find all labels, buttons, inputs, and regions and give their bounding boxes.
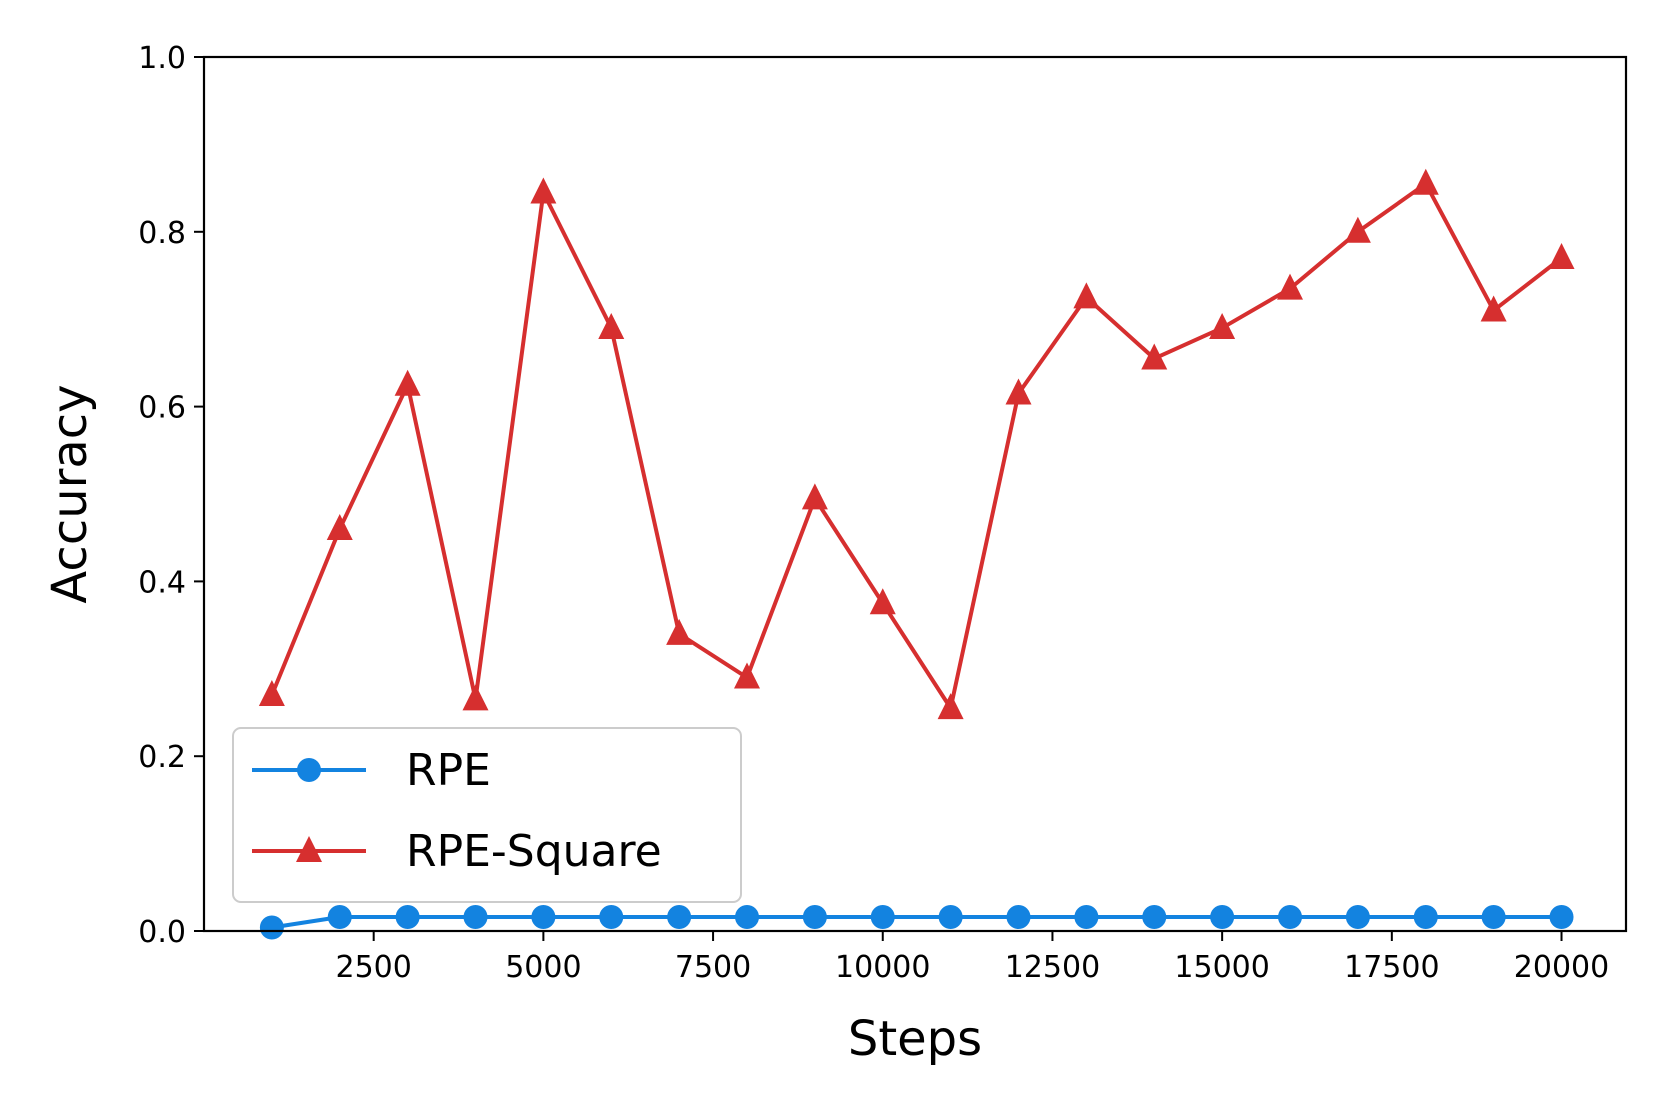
x-axis-ticks: 2500 5000 7500 10000 12500 15000 17500 20000 [336,931,1609,985]
data-point-rpe-square [598,312,625,339]
x-axis-label: Steps [848,1011,982,1067]
x-tick-label: 2500 [336,950,412,985]
legend-label-rpe-square: RPE-Square [406,826,662,877]
y-tick-label: 1.0 [138,41,186,76]
y-tick-label: 0.2 [138,740,186,775]
data-point-rpe-square [801,483,828,510]
data-point-rpe [1549,905,1574,930]
legend-marker-rpe-square [296,836,322,862]
y-tick-label: 0.0 [138,915,186,950]
legend-label-rpe: RPE [406,745,491,796]
data-point-rpe [1142,905,1167,930]
data-point-rpe [1210,905,1235,930]
data-point-rpe-square [462,684,489,711]
data-point-rpe-square [937,693,964,720]
data-point-rpe [1345,905,1370,930]
data-point-rpe-square [869,588,896,615]
data-point-rpe [802,905,827,930]
data-point-rpe-square [1005,378,1032,405]
x-tick-label: 20000 [1514,950,1609,985]
y-axis-ticks: 0.0 0.2 0.4 0.6 0.8 1.0 [138,41,204,950]
y-tick-label: 0.8 [138,216,186,251]
data-point-rpe [938,905,963,930]
data-point-rpe-square [1141,343,1168,370]
data-point-rpe [1006,905,1031,930]
series-line-rpe-square [270,181,1563,711]
data-point-rpe-square [326,513,353,540]
data-point-rpe-square [1277,273,1304,300]
data-point-rpe [395,905,420,930]
data-point-rpe-square [258,680,285,707]
y-axis-label: Accuracy [42,384,98,603]
data-point-rpe-square [530,177,557,204]
data-point-rpe [463,905,488,930]
data-point-rpe-square [394,369,421,396]
series-layer [258,168,1575,940]
data-point-rpe [599,905,624,930]
data-point-rpe [259,915,284,940]
y-tick-label: 0.4 [138,565,186,600]
data-point-rpe [1278,905,1303,930]
data-point-rpe [870,905,895,930]
x-tick-label: 17500 [1344,950,1439,985]
data-point-rpe [1074,905,1099,930]
y-tick-label: 0.6 [138,391,186,426]
x-tick-label: 10000 [835,950,930,985]
data-point-rpe [735,905,760,930]
legend-marker-rpe [297,758,321,782]
x-tick-label: 12500 [1005,950,1100,985]
data-point-rpe-square [1480,295,1507,322]
data-point-rpe [1413,905,1438,930]
data-point-rpe [327,905,352,930]
x-tick-label: 7500 [675,950,751,985]
data-point-rpe-square [734,662,761,689]
data-point-rpe-square [666,618,693,645]
data-point-rpe-square [1073,282,1100,309]
data-point-rpe-square [1209,312,1236,339]
legend: RPE RPE-Square [232,727,742,903]
data-point-rpe [531,905,556,930]
data-point-rpe-square [1548,243,1575,270]
data-point-rpe [667,905,692,930]
x-tick-label: 5000 [505,950,581,985]
plot-frame [202,55,1628,933]
x-tick-label: 15000 [1174,950,1269,985]
data-point-rpe-square [1412,168,1439,195]
data-point-rpe [1481,905,1506,930]
data-point-rpe-square [1344,216,1371,243]
